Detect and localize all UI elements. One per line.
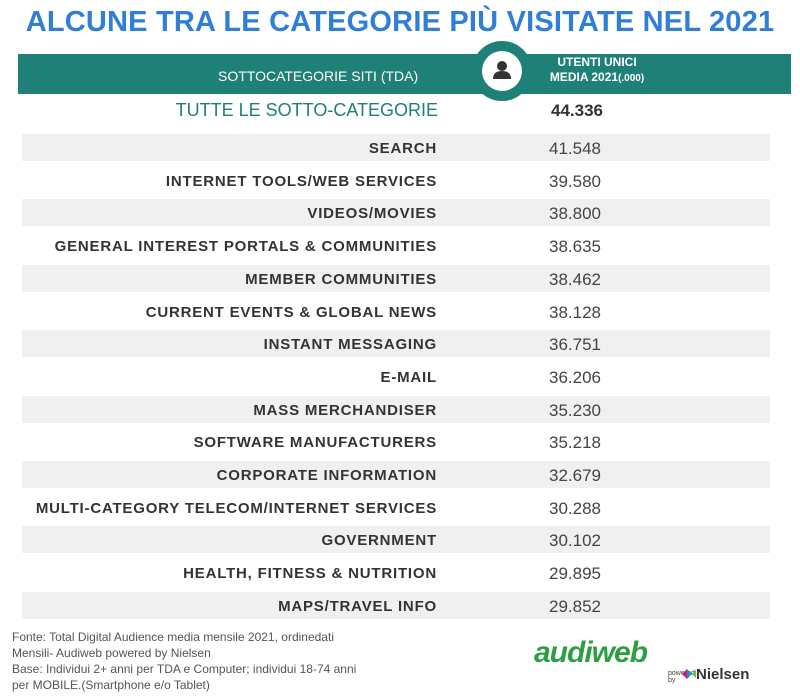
logo-partner: Nielsen — [696, 666, 750, 683]
row-label: MASS MERCHANDISER — [253, 401, 437, 419]
row-value: 36.206 — [549, 367, 601, 387]
logo-brand: audiweb — [534, 636, 648, 669]
row-label: MEMBER COMMUNITIES — [245, 270, 437, 288]
column-header-line2-wrap: MEDIA 2021(.000) — [532, 70, 662, 86]
page-title: ALCUNE TRA LE CATEGORIE PIÙ VISITATE NEL… — [25, 6, 775, 38]
row-value: 29.852 — [549, 596, 601, 616]
row-label: MAPS/TRAVEL INFO — [278, 597, 437, 615]
row-label: HEALTH, FITNESS & NUTRITION — [183, 565, 437, 583]
nielsen-mark-icon — [682, 669, 696, 679]
logo-powered-by: powered by — [668, 670, 695, 684]
table-row: SOFTWARE MANUFACTURERS 35.218 — [22, 428, 770, 455]
row-label: VIDEOS/MOVIES — [307, 205, 437, 223]
row-value: 39.580 — [549, 171, 601, 191]
table-row: CORPORATE INFORMATION 32.679 — [22, 461, 770, 488]
footnote-line: per MOBILE.(Smartphone e/o Tablet) — [12, 678, 210, 692]
table-row: MASS MERCHANDISER 35.230 — [22, 395, 770, 423]
row-value: 30.102 — [549, 531, 601, 551]
row-value: 38.128 — [549, 302, 601, 322]
row-label: GOVERNMENT — [321, 532, 437, 550]
logo-powered: powered — [668, 670, 695, 677]
column-header-line2: MEDIA 2021 — [549, 70, 619, 84]
row-value: 41.548 — [549, 139, 601, 158]
table-row: HEALTH, FITNESS & NUTRITION 29.895 — [22, 559, 770, 586]
table-header: SOTTOCATEGORIE SITI (TDA) UTENTI UNICI M… — [18, 54, 791, 94]
row-label: MULTI-CATEGORY TELECOM/INTERNET SERVICES — [35, 499, 437, 517]
table-row: GOVERNMENT 30.102 — [22, 526, 770, 554]
table-row: CURRENT EVENTS & GLOBAL NEWS 38.128 — [22, 298, 770, 325]
row-label: SOFTWARE MANUFACTURERS — [193, 434, 437, 452]
logo-by: by — [668, 677, 676, 684]
total-value: 44.336 — [551, 101, 603, 120]
row-value: 32.679 — [549, 466, 601, 485]
table-row: SEARCH 41.548 — [22, 134, 770, 161]
user-icon-badge — [472, 41, 532, 101]
table-row: MEMBER COMMUNITIES 38.462 — [22, 264, 770, 292]
table-row: MAPS/TRAVEL INFO 29.852 — [22, 591, 770, 619]
table-row: E-MAIL 36.206 — [22, 363, 770, 390]
table-row: VIDEOS/MOVIES 38.800 — [22, 199, 770, 227]
row-value: 35.218 — [549, 433, 601, 453]
table-row: GENERAL INTEREST PORTALS & COMMUNITIES 38… — [22, 232, 770, 259]
source-footnote: Fonte: Total Digital Audience media mens… — [12, 629, 432, 693]
column-header-subcategories: SOTTOCATEGORIE SITI (TDA) — [218, 68, 419, 84]
footnote-line: Fonte: Total Digital Audience media mens… — [12, 630, 334, 644]
column-header-line1: UTENTI UNICI — [557, 55, 637, 69]
column-header-unique-users: UTENTI UNICI MEDIA 2021(.000) — [532, 55, 662, 86]
audiweb-logo: audiweb powered by Nielsen — [534, 636, 764, 690]
row-label: INSTANT MESSAGING — [263, 336, 437, 354]
row-label: CURRENT EVENTS & GLOBAL NEWS — [145, 303, 437, 321]
table-row: INTERNET TOOLS/WEB SERVICES 39.580 — [22, 167, 770, 194]
footnote-line: Mensili- Audiweb powered by Nielsen — [12, 646, 211, 660]
row-value: 29.895 — [549, 564, 601, 584]
row-value: 38.462 — [549, 269, 601, 289]
row-label: E-MAIL — [380, 368, 437, 386]
row-value: 30.288 — [549, 498, 601, 518]
row-value: 38.800 — [549, 204, 601, 224]
row-label: GENERAL INTEREST PORTALS & COMMUNITIES — [54, 238, 437, 256]
footnote-line: Base: Individui 2+ anni per TDA e Comput… — [12, 662, 357, 676]
table-row: MULTI-CATEGORY TELECOM/INTERNET SERVICES… — [22, 494, 770, 521]
row-label: SEARCH — [368, 140, 437, 157]
table-row: INSTANT MESSAGING 36.751 — [22, 330, 770, 358]
column-header-unit: (.000) — [618, 73, 645, 84]
user-icon — [482, 51, 522, 91]
row-value: 35.230 — [549, 400, 601, 420]
row-label: INTERNET TOOLS/WEB SERVICES — [165, 172, 437, 190]
row-label: CORPORATE INFORMATION — [216, 467, 437, 484]
total-label: TUTTE LE SOTTO-CATEGORIE — [175, 100, 438, 120]
row-value: 38.635 — [549, 237, 601, 257]
row-value: 36.751 — [549, 335, 601, 355]
